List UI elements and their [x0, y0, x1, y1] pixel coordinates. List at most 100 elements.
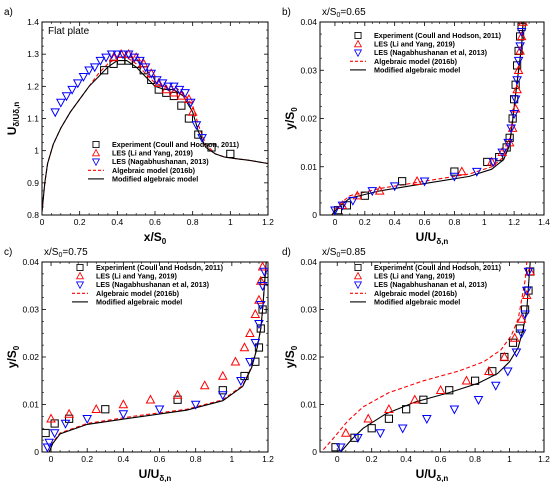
x-tick-label: 1.4 [538, 217, 550, 227]
legend-entry: Modified algebraic model [96, 297, 182, 306]
data-point [55, 98, 66, 108]
data-point [118, 50, 128, 60]
data-point [515, 324, 524, 333]
legend: Experiment (Coull and Hodson, 2011)LES (… [72, 263, 224, 306]
y-tick-label: 0.01 [22, 400, 39, 410]
data-point [91, 403, 102, 413]
data-point [108, 52, 119, 62]
data-point [50, 108, 61, 118]
legend: Experiment (Coull and Hodson, 2011)LES (… [350, 263, 502, 306]
data-point [95, 56, 106, 66]
legend-entry: LES (Li and Yang, 2019) [374, 40, 456, 49]
data-point [191, 121, 202, 131]
legend-marker [354, 264, 362, 271]
data-point [180, 89, 190, 99]
data-point [184, 114, 194, 123]
panel-label: d) [282, 247, 291, 258]
data-point [335, 443, 346, 452]
data-point [161, 84, 172, 94]
data-point [64, 408, 74, 418]
data-point [374, 185, 385, 195]
data-point [412, 175, 422, 185]
legend: Experiment (Coull and Hodson, 2011)LES (… [350, 31, 502, 74]
data-point [505, 133, 514, 142]
panel-title: x/S0=0.85 [322, 247, 366, 259]
legend-marker [91, 158, 101, 167]
x-tick-label: 0.8 [190, 454, 202, 464]
legend-entry: LES (Nagabhushanan et al, 2013) [374, 280, 488, 289]
y-tick-label: 0.02 [300, 114, 317, 124]
data-point [513, 56, 524, 66]
panel-title: x/S0=0.65 [322, 7, 366, 19]
data-point [78, 72, 89, 82]
x-axis-label: U/Uδ,n [139, 467, 172, 482]
data-point [367, 424, 376, 433]
chart-panel-b: 0 0.2 0.4 0.6 0.8 1 1.2 1.4 0 0.01 0.02 0.03 0.04 U/U… [282, 7, 550, 246]
legend-entry: LES (Nagabhushanan, 2013) [112, 157, 209, 166]
data-point [49, 429, 60, 439]
data-point [507, 122, 518, 132]
x-tick-label: 0.8 [469, 454, 481, 464]
data-point [445, 386, 454, 395]
data-point [217, 391, 228, 401]
data-point [217, 370, 228, 380]
legend-marker [76, 264, 84, 271]
x-tick-label: 0 [40, 217, 45, 227]
data-point [515, 42, 525, 52]
legend-entry: Algebraic model (2016b) [112, 166, 196, 175]
x-tick-label: 0.8 [187, 217, 199, 227]
x-tick-label: 0 [335, 454, 340, 464]
x-tick-label: 0.6 [154, 454, 166, 464]
y-axis-label: y/S0 [283, 345, 299, 368]
legend-marker [353, 271, 363, 280]
data-point [348, 196, 358, 206]
x-tick-label: 1 [229, 454, 234, 464]
data-point [118, 399, 129, 409]
data-point [255, 275, 266, 285]
data-point [502, 367, 513, 377]
x-tick-label: 0 [49, 454, 54, 464]
data-point [46, 413, 56, 423]
data-point [352, 190, 363, 200]
data-point [510, 103, 521, 113]
y-tick-label: 1.2 [27, 81, 39, 91]
data-point [72, 79, 83, 89]
data-point [435, 384, 446, 394]
data-point [135, 56, 145, 66]
data-point [363, 413, 374, 423]
legend-entry: Algebraic model (2016b) [374, 57, 458, 66]
x-axis-label: U/Uδ,n [416, 230, 449, 246]
x-tick-label: 1.2 [262, 217, 274, 227]
data-point [457, 166, 467, 176]
panel-label: b) [282, 7, 291, 18]
data-point [257, 262, 268, 271]
x-tick-label: 0.2 [74, 217, 86, 227]
x-tick-label: 1 [507, 454, 512, 464]
data-point [218, 386, 227, 395]
x-tick-label: 0.2 [81, 454, 93, 464]
data-point [523, 267, 534, 277]
data-point [42, 428, 50, 438]
legend-entry: Experiment (Coull and Hodson, 2011) [96, 263, 224, 272]
legend-marker [353, 49, 363, 58]
y-tick-label: 0.8 [27, 210, 39, 220]
x-tick-label: 0.4 [111, 217, 123, 227]
panel-title: Flat plate [48, 26, 90, 37]
data-point [176, 90, 187, 100]
data-point [168, 87, 179, 97]
data-point [254, 320, 264, 330]
data-point [419, 177, 430, 187]
data-point [100, 66, 109, 75]
y-tick-label: 0 [34, 447, 39, 457]
data-point [337, 201, 348, 211]
legend-entry: LES (Li and Yang, 2019) [96, 272, 178, 281]
data-point [389, 182, 400, 192]
chart-panel-a: 0 0.2 0.4 0.6 0.8 1 1.2 0.8 0.9 1 1.1 1.2 1.3 1.4 x/S0… [4, 7, 274, 246]
data-point [163, 82, 174, 92]
data-point [509, 109, 519, 119]
data-point [516, 27, 527, 37]
data-point [508, 338, 518, 347]
plot-area [42, 48, 268, 212]
data-point [101, 53, 111, 63]
x-tick-label: 1.2 [508, 217, 520, 227]
